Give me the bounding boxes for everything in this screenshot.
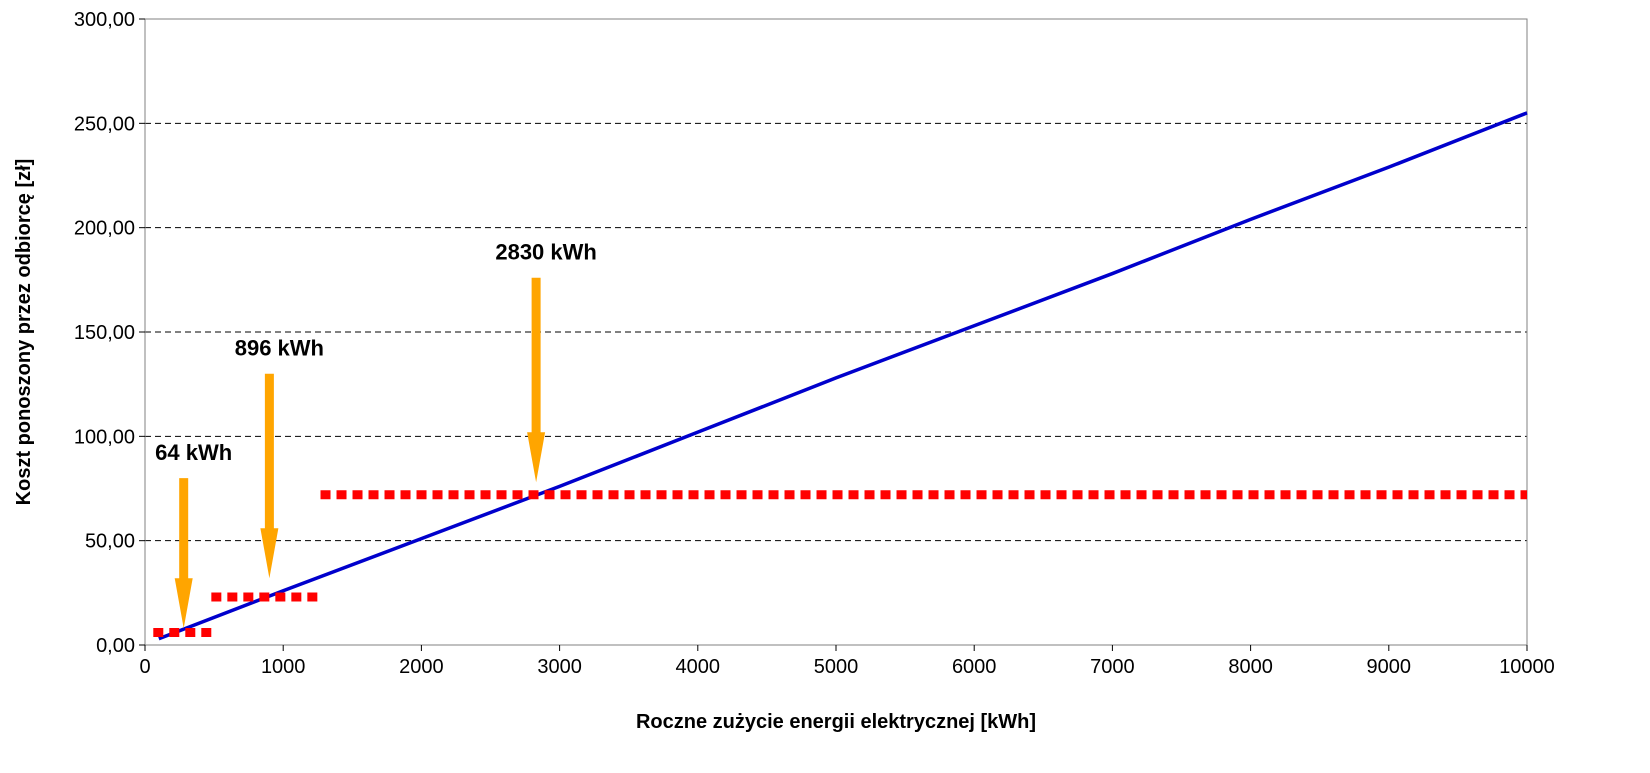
y-tick-label: 150,00 <box>74 322 135 344</box>
x-tick-label: 5000 <box>814 656 859 678</box>
x-axis-title: Roczne zużycie energii elektrycznej [kWh… <box>636 711 1036 733</box>
annotation-arrow <box>174 478 193 629</box>
gridlines <box>145 122 1527 542</box>
annotation-label: 64 kWh <box>155 440 232 465</box>
x-tick-label: 0 <box>139 656 150 678</box>
annotation-arrow <box>260 373 279 579</box>
x-tick-label: 7000 <box>1090 656 1135 678</box>
annotation-label: 2830 kWh <box>495 240 597 265</box>
y-tick-label: 50,00 <box>85 531 135 553</box>
x-tick-label: 8000 <box>1228 656 1273 678</box>
y-tick-label: 200,00 <box>74 218 135 240</box>
y-tick-label: 100,00 <box>74 426 135 448</box>
y-tick-label: 250,00 <box>74 113 135 135</box>
x-tick-label: 2000 <box>399 656 444 678</box>
x-axis: 0 1000 2000 3000 4000 5000 6000 7000 8000 9000 100… <box>139 645 1555 678</box>
x-tick-label: 10000 <box>1499 656 1555 678</box>
x-tick-label: 4000 <box>676 656 721 678</box>
y-axis-title: Koszt ponoszony przez odbiorcę [zł] <box>13 159 35 506</box>
series-line-cost <box>158 111 1528 641</box>
x-tick-label: 1000 <box>261 656 306 678</box>
annotations: 64 kWh 896 kWh 2830 kWh <box>155 240 597 629</box>
x-tick-label: 9000 <box>1367 656 1412 678</box>
y-tick-label: 300,00 <box>74 9 135 31</box>
annotation-label: 896 kWh <box>235 336 324 361</box>
annotation-arrow <box>527 277 546 483</box>
x-tick-label: 6000 <box>952 656 997 678</box>
y-axis: 0,00 50,00 100,00 150,00 200,00 250,00 300,00 <box>74 9 145 657</box>
x-tick-label: 3000 <box>537 656 582 678</box>
series-group <box>153 111 1528 641</box>
y-tick-label: 0,00 <box>96 635 135 657</box>
